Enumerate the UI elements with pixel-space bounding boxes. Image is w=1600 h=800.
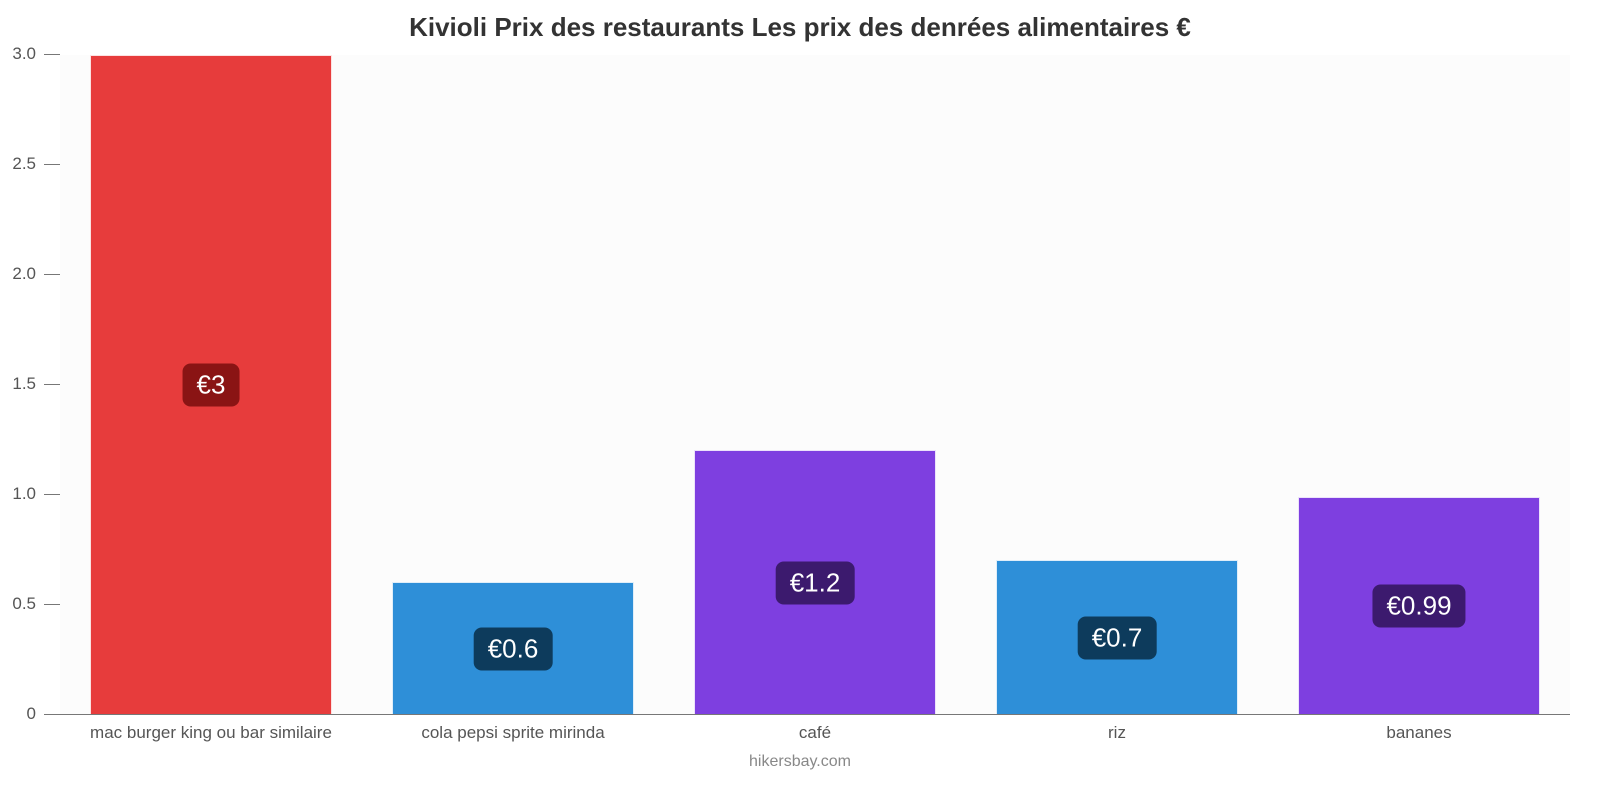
y-tick-label: 1.5 — [6, 374, 36, 394]
bar: €0.6 — [392, 582, 634, 714]
y-tick-label: 0 — [6, 704, 36, 724]
y-tick-mark — [44, 274, 60, 275]
value-label: €0.7 — [1078, 616, 1157, 659]
bar-slot: €0.7 — [966, 55, 1268, 714]
x-axis-label: café — [664, 715, 966, 743]
y-tick: 0.5 — [6, 594, 60, 614]
y-tick-label: 2.0 — [6, 264, 36, 284]
y-tick: 3.0 — [6, 44, 60, 64]
y-tick: 1.0 — [6, 484, 60, 504]
y-tick-mark — [44, 54, 60, 55]
y-tick-mark — [44, 494, 60, 495]
y-tick: 2.5 — [6, 154, 60, 174]
x-axis-label: riz — [966, 715, 1268, 743]
value-label: €0.6 — [474, 627, 553, 670]
bar-slot: €0.6 — [362, 55, 664, 714]
x-axis-label: mac burger king ou bar similaire — [60, 715, 362, 743]
price-bar-chart: Kivioli Prix des restaurants Les prix de… — [0, 0, 1600, 800]
y-tick-label: 2.5 — [6, 154, 36, 174]
x-axis-label: bananes — [1268, 715, 1570, 743]
y-tick-mark — [44, 604, 60, 605]
y-tick: 0 — [6, 704, 60, 724]
y-tick: 1.5 — [6, 374, 60, 394]
x-axis-label: cola pepsi sprite mirinda — [362, 715, 664, 743]
value-label: €3 — [183, 364, 240, 407]
y-tick-label: 0.5 — [6, 594, 36, 614]
plot-area: €3€0.6€1.2€0.7€0.99 00.51.01.52.02.53.0 — [60, 55, 1570, 715]
value-label: €0.99 — [1372, 584, 1465, 627]
y-tick-mark — [44, 384, 60, 385]
bar-slot: €1.2 — [664, 55, 966, 714]
chart-title: Kivioli Prix des restaurants Les prix de… — [0, 12, 1600, 43]
attribution-text: hikersbay.com — [0, 753, 1600, 771]
bar: €1.2 — [694, 450, 936, 714]
y-tick-mark — [44, 164, 60, 165]
y-tick: 2.0 — [6, 264, 60, 284]
bar-slot: €3 — [60, 55, 362, 714]
bar: €0.7 — [996, 560, 1238, 714]
value-label: €1.2 — [776, 561, 855, 604]
bars-container: €3 €0.6 €1.2 €0.7 €0.99 — [60, 55, 1570, 714]
y-tick-label: 1.0 — [6, 484, 36, 504]
bar-slot: €0.99 — [1268, 55, 1570, 714]
bar: €0.99 — [1298, 497, 1540, 714]
bar: €3 — [90, 55, 332, 714]
x-axis-labels: mac burger king ou bar similairecola pep… — [60, 715, 1570, 743]
y-tick-mark — [44, 714, 60, 715]
y-tick-label: 3.0 — [6, 44, 36, 64]
